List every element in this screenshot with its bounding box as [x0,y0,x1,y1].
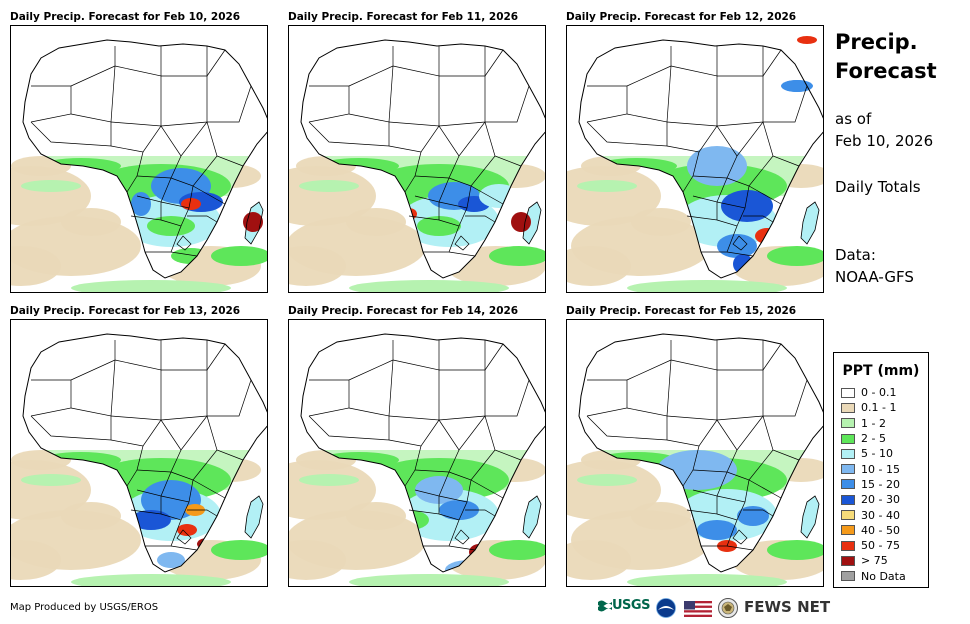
forecast-panel-feb12: Daily Precip. Forecast for Feb 12, 2026 [566,10,824,293]
forecast-panel-feb15: Daily Precip. Forecast for Feb 15, 2026 [566,304,824,587]
legend-swatch [841,571,855,582]
legend-label: 0.1 - 1 [861,401,897,415]
map-credit: Map Produced by USGS/EROS [10,602,159,613]
legend-label: > 75 [861,554,888,568]
as-of-date: Feb 10, 2026 [835,132,934,150]
legend-label: 15 - 20 [861,477,900,491]
legend-label: No Data [861,569,906,583]
sidebar-title: Precip. Forecast [835,28,937,86]
panel-title: Daily Precip. Forecast for Feb 15, 2026 [566,305,797,317]
legend-swatch [841,540,855,551]
as-of-label: as of [835,110,872,128]
as-of-block: as of Feb 10, 2026 [835,108,933,152]
daily-totals-label: Daily Totals [835,178,921,196]
precip-map [10,319,268,587]
legend-item: 10 - 15 [834,461,928,476]
precip-map [288,319,546,587]
legend-item: 5 - 10 [834,446,928,461]
data-source: NOAA-GFS [835,268,914,286]
legend-swatch [841,525,855,536]
legend-item: 2 - 5 [834,431,928,446]
legend-item: 1 - 2 [834,416,928,431]
legend-label: 30 - 40 [861,508,900,522]
us-flag-logo [684,601,712,623]
sidebar-title-line1: Precip. [835,30,918,54]
precip-map [566,25,824,293]
fews-net-logo: FEWS NET [744,598,831,616]
legend-item: 30 - 40 [834,507,928,522]
legend-item: 40 - 50 [834,523,928,538]
state-seal-logo [718,598,738,620]
legend-item: 0 - 0.1 [834,385,928,400]
legend-item: 50 - 75 [834,538,928,553]
legend-swatch [841,494,855,505]
forecast-panel-feb13: Daily Precip. Forecast for Feb 13, 2026 [10,304,268,587]
precip-map [566,319,824,587]
data-source-block: Data: NOAA-GFS [835,244,914,288]
legend-swatch [841,402,855,413]
noaa-emblem-icon [656,598,676,618]
legend-swatch [841,479,855,490]
africa-map [567,36,823,292]
legend-label: 0 - 0.1 [861,386,897,400]
panel-title: Daily Precip. Forecast for Feb 13, 2026 [10,305,241,317]
legend-label: 40 - 50 [861,523,900,537]
legend-swatch [841,464,855,475]
legend-swatch [841,510,855,521]
legend-title: PPT (mm) [842,363,920,379]
precip-map [10,25,268,293]
africa-map [289,333,545,586]
legend-swatch [841,387,855,398]
legend-swatch [841,448,855,459]
legend-label: 5 - 10 [861,447,893,461]
forecast-panel-feb11: Daily Precip. Forecast for Feb 11, 2026 [288,10,546,293]
panel-title: Daily Precip. Forecast for Feb 11, 2026 [288,11,519,23]
legend-label: 1 - 2 [861,416,886,430]
legend-item: > 75 [834,553,928,568]
data-label: Data: [835,246,876,264]
africa-map [11,333,267,586]
africa-map [289,39,545,292]
legend-label: 10 - 15 [861,462,900,476]
panel-title: Daily Precip. Forecast for Feb 10, 2026 [10,11,241,23]
legend-item: No Data [834,569,928,584]
noaa-logo [656,598,676,620]
legend-item: 15 - 20 [834,477,928,492]
usgs-logo [598,598,612,620]
africa-map [567,333,823,586]
legend-label: 20 - 30 [861,493,900,507]
legend-item: 0.1 - 1 [834,400,928,415]
forecast-panel-feb14: Daily Precip. Forecast for Feb 14, 2026 [288,304,546,587]
forecast-panel-feb10: Daily Precip. Forecast for Feb 10, 2026 [10,10,268,293]
panel-title: Daily Precip. Forecast for Feb 12, 2026 [566,11,797,23]
legend-swatch [841,418,855,429]
usgs-wave-icon [598,600,612,612]
legend-swatch [841,555,855,566]
legend-label: 50 - 75 [861,539,900,553]
africa-map [11,39,267,292]
usgs-logo-text: USGS [612,598,650,613]
legend-label: 2 - 5 [861,432,886,446]
legend-item: 20 - 30 [834,492,928,507]
sidebar-title-line2: Forecast [835,59,937,83]
panel-title: Daily Precip. Forecast for Feb 14, 2026 [288,305,519,317]
precip-map [288,25,546,293]
legend-swatch [841,433,855,444]
us-flag-icon [684,601,712,617]
seal-icon [718,598,738,618]
